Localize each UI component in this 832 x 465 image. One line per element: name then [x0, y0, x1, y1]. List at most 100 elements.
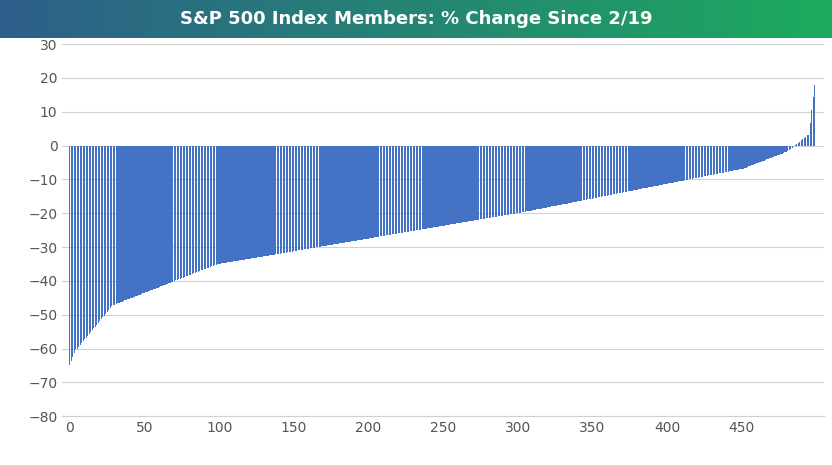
Bar — [513, 146, 514, 214]
Bar — [597, 146, 599, 197]
Bar — [802, 139, 804, 146]
Bar — [463, 146, 464, 222]
Bar — [426, 146, 428, 229]
Bar — [163, 146, 165, 285]
Bar — [592, 146, 593, 199]
Bar — [508, 146, 509, 214]
Bar — [321, 146, 323, 246]
Bar — [379, 146, 381, 237]
Bar — [574, 146, 575, 202]
Bar — [268, 146, 269, 256]
Bar — [204, 146, 205, 269]
Bar — [242, 146, 244, 260]
Bar — [590, 146, 592, 199]
Bar — [409, 146, 411, 232]
Bar — [176, 146, 178, 280]
Bar — [710, 146, 711, 175]
Bar — [554, 146, 556, 206]
Bar — [74, 146, 75, 353]
Bar — [798, 143, 799, 146]
Bar — [810, 123, 811, 146]
Bar — [717, 146, 718, 174]
Bar — [745, 146, 746, 167]
Bar — [714, 146, 716, 174]
Bar — [118, 146, 120, 303]
Bar — [562, 146, 563, 205]
Bar — [517, 146, 518, 213]
Bar — [617, 146, 618, 193]
Bar — [263, 146, 265, 256]
Bar — [262, 146, 263, 257]
Bar — [117, 146, 118, 303]
Bar — [632, 146, 633, 191]
Bar — [227, 146, 229, 262]
Bar — [404, 146, 405, 232]
Bar — [332, 146, 333, 245]
Bar — [259, 146, 260, 257]
Bar — [106, 146, 108, 312]
Bar — [811, 110, 812, 146]
Bar — [611, 146, 612, 195]
Bar — [238, 146, 239, 261]
Bar — [226, 146, 227, 263]
Bar — [335, 146, 336, 244]
Bar — [353, 146, 354, 241]
Bar — [732, 146, 733, 171]
Bar — [384, 146, 385, 236]
Bar — [205, 146, 206, 269]
Bar — [215, 146, 217, 265]
Bar — [223, 146, 225, 263]
Bar — [687, 146, 688, 179]
Bar — [138, 146, 139, 295]
Bar — [527, 146, 529, 211]
Bar — [708, 146, 710, 175]
Bar — [345, 146, 347, 242]
Bar — [112, 146, 114, 305]
Bar — [589, 146, 590, 199]
Bar — [417, 146, 418, 230]
Bar — [77, 146, 78, 349]
Bar — [484, 146, 485, 219]
Bar — [774, 146, 775, 157]
Bar — [75, 146, 77, 349]
Bar — [266, 146, 268, 256]
Bar — [245, 146, 246, 259]
Bar — [354, 146, 355, 241]
Bar — [389, 146, 390, 235]
Bar — [622, 146, 623, 193]
Bar — [202, 146, 203, 270]
Bar — [468, 146, 469, 221]
Bar — [166, 146, 167, 284]
Bar — [640, 146, 641, 189]
Bar — [199, 146, 201, 271]
Bar — [586, 146, 587, 199]
Bar — [270, 146, 272, 255]
Bar — [360, 146, 362, 240]
Bar — [650, 146, 651, 187]
Bar — [765, 146, 766, 160]
Bar — [738, 146, 739, 170]
Bar — [766, 146, 768, 159]
Bar — [445, 146, 447, 225]
Bar — [208, 146, 210, 267]
Bar — [620, 146, 622, 193]
Bar — [341, 146, 342, 243]
Bar — [698, 146, 699, 178]
Bar — [351, 146, 353, 241]
Bar — [541, 146, 542, 208]
Bar — [572, 146, 573, 202]
Bar — [292, 146, 293, 252]
Bar — [423, 146, 424, 229]
Bar — [105, 146, 106, 314]
Bar — [813, 98, 814, 146]
Bar — [623, 146, 624, 193]
Bar — [366, 146, 368, 239]
Bar — [438, 146, 439, 226]
Bar — [433, 146, 434, 227]
Bar — [357, 146, 359, 240]
Bar — [559, 146, 560, 205]
Bar — [511, 146, 513, 214]
Bar — [206, 146, 208, 268]
Bar — [805, 137, 806, 146]
Bar — [701, 146, 702, 177]
